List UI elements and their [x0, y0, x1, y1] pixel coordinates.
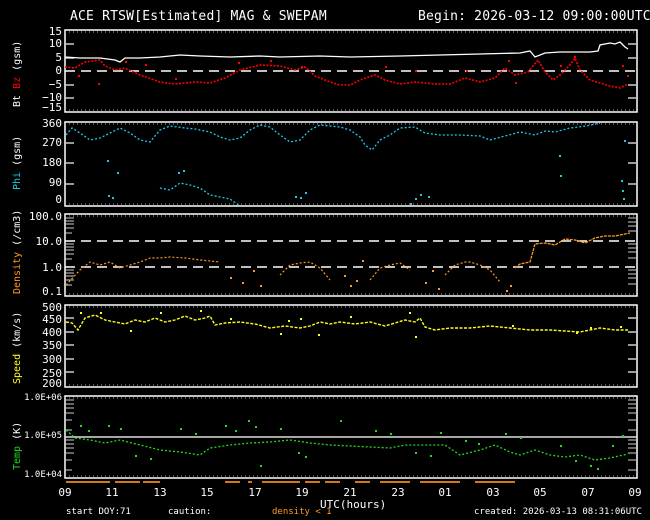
begin-time: Begin: 2026-03-12 09:00:00UTC	[418, 9, 650, 24]
ytick: 360	[42, 117, 62, 130]
xtick: 17	[248, 486, 262, 499]
start-doy-label: start DOY:	[66, 507, 121, 517]
ytick: 0	[55, 193, 62, 206]
ytick: 90	[48, 176, 62, 189]
xtick: 05	[533, 486, 547, 499]
ytick: 100.0	[28, 210, 62, 223]
xtick: 03	[486, 486, 500, 499]
ytick: 200	[42, 377, 62, 390]
ytick: −5	[48, 78, 62, 91]
xtick: 19	[295, 486, 309, 499]
ytick: 450	[42, 313, 62, 326]
xtick: 11	[105, 486, 119, 499]
xtick: 21	[343, 486, 357, 499]
created-time: created: 2026-03-13 08:31:06UTC	[474, 507, 642, 517]
ylabel-temp: Temp (K)	[12, 421, 23, 470]
ytick: 250	[42, 367, 62, 380]
panel-density-frame	[64, 213, 638, 297]
ytick: 15	[48, 25, 62, 38]
xtick: 07	[581, 486, 595, 499]
ytick: 1.0E+04	[24, 470, 62, 480]
xtick: 23	[391, 486, 405, 499]
xtick: 13	[153, 486, 167, 499]
ytick: 0	[55, 64, 62, 77]
ytick: −15	[42, 101, 62, 114]
ytick: 500	[42, 301, 62, 314]
start-doy-value: 71	[120, 507, 131, 517]
ytick: 1.0E+05	[24, 431, 62, 441]
xtick: 09	[628, 486, 642, 499]
ytick: 1.0E+06	[24, 393, 62, 403]
panel-phi-frame	[64, 121, 638, 207]
ytick: 300	[42, 353, 62, 366]
xtick: 09	[58, 486, 72, 499]
ytick: −10	[42, 91, 62, 104]
ytick: 5	[55, 51, 62, 64]
xtick: 01	[438, 486, 452, 499]
ytick: 400	[42, 326, 62, 339]
caution-label: caution:	[168, 507, 212, 517]
ytick: 270	[42, 136, 62, 149]
xaxis-label: UTC(hours)	[320, 498, 387, 511]
ytick: 0.1	[42, 285, 62, 298]
chart-title: ACE RTSW[Estimated] MAG & SWEPAM	[70, 9, 327, 24]
xtick: 15	[200, 486, 214, 499]
panel-speed-frame	[64, 304, 638, 388]
ytick: 10.0	[35, 235, 63, 248]
ytick: 10	[48, 37, 62, 50]
caution-value: density < 1	[272, 507, 332, 517]
ytick: 350	[42, 339, 62, 352]
ytick: 180	[42, 156, 62, 169]
ytick: 1.0	[42, 261, 62, 274]
